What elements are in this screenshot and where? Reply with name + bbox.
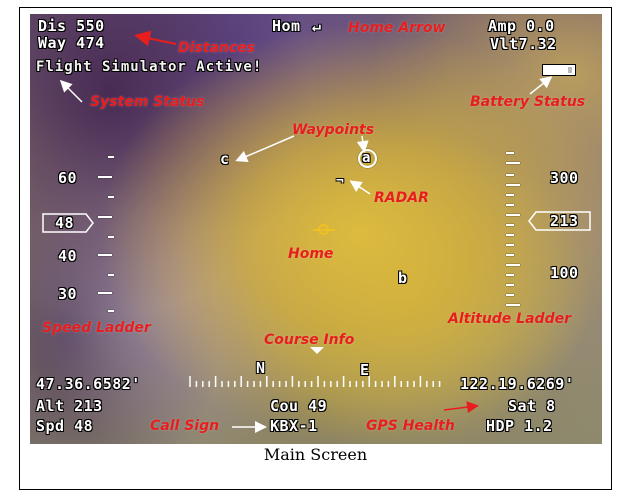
compass-tape	[188, 376, 448, 388]
annotation-altitude-ladder: Altitude Ladder	[448, 311, 571, 327]
current-speed-value: 48	[55, 214, 75, 232]
arrow-radar	[349, 180, 371, 195]
annotation-home-arrow: Home Arrow	[348, 20, 446, 36]
amp-readout: Amp 0.0	[488, 17, 555, 35]
annotation-radar: RADAR	[374, 190, 429, 206]
latitude-readout: 47.36.6582'	[36, 375, 141, 393]
home-marker-icon	[313, 223, 335, 237]
waypoint-distance-readout: Way 474	[38, 34, 105, 52]
annotation-system-status: System Status	[90, 94, 205, 110]
osd-main-screen: Dis 550 Way 474 Flight Simulator Active!…	[30, 14, 602, 444]
speed-box-outline	[42, 213, 94, 233]
longitude-readout: 122.19.6269'	[460, 375, 575, 393]
arrow-battery-status	[529, 76, 553, 95]
annotation-course-info: Course Info	[264, 332, 355, 348]
annotation-distances: Distances	[178, 40, 255, 56]
satellite-count-readout: Sat 8	[508, 397, 556, 415]
speed-tick-label: 40	[58, 247, 78, 265]
system-status-text: Flight Simulator Active!	[36, 59, 263, 75]
speed-tick-label: 30	[58, 285, 78, 303]
heading-n-label: N	[256, 359, 266, 377]
heading-e-label: E	[360, 361, 370, 379]
arrow-gps-health	[443, 401, 479, 414]
altitude-box-outline	[528, 211, 591, 231]
annotation-call-sign: Call Sign	[150, 418, 220, 434]
arrow-system-status	[59, 79, 83, 103]
waypoint-b-marker: b	[398, 269, 408, 287]
annotation-waypoints: Waypoints	[292, 122, 375, 138]
battery-icon	[542, 64, 576, 76]
course-readout: Cou 49	[270, 397, 328, 415]
current-altitude-value: 213	[550, 212, 579, 230]
call-sign-readout: KBX-1	[270, 417, 318, 435]
altitude-tick-label: 300	[550, 169, 579, 187]
annotation-battery-status: Battery Status	[470, 94, 586, 110]
waypoint-c-marker: c	[220, 150, 230, 168]
annotation-gps-health: GPS Health	[366, 418, 455, 434]
hdop-readout: HDP 1.2	[486, 417, 553, 435]
arrow-waypoint-a	[356, 135, 369, 153]
altitude-tick-label: 100	[550, 264, 579, 282]
arrow-distances	[134, 30, 177, 47]
home-label: Hom	[272, 17, 301, 35]
annotation-home: Home	[288, 246, 334, 262]
annotation-speed-ladder: Speed Ladder	[42, 320, 151, 336]
distance-readout: Dis 550	[38, 17, 105, 35]
speed-tick-label: 60	[58, 169, 78, 187]
arrow-waypoint-c	[235, 135, 295, 162]
compass-scale	[189, 376, 441, 387]
figure-caption: Main Screen	[263, 445, 368, 464]
course-pointer-icon	[310, 347, 324, 354]
home-arrow-icon: ↵	[312, 17, 322, 35]
voltage-readout: Vlt7.32	[490, 35, 557, 53]
altitude-readout: Alt 213	[36, 397, 103, 415]
waypoint-a-marker: a	[358, 149, 377, 168]
speed-readout: Spd 48	[36, 417, 94, 435]
radar-marker: ¬	[336, 174, 345, 189]
